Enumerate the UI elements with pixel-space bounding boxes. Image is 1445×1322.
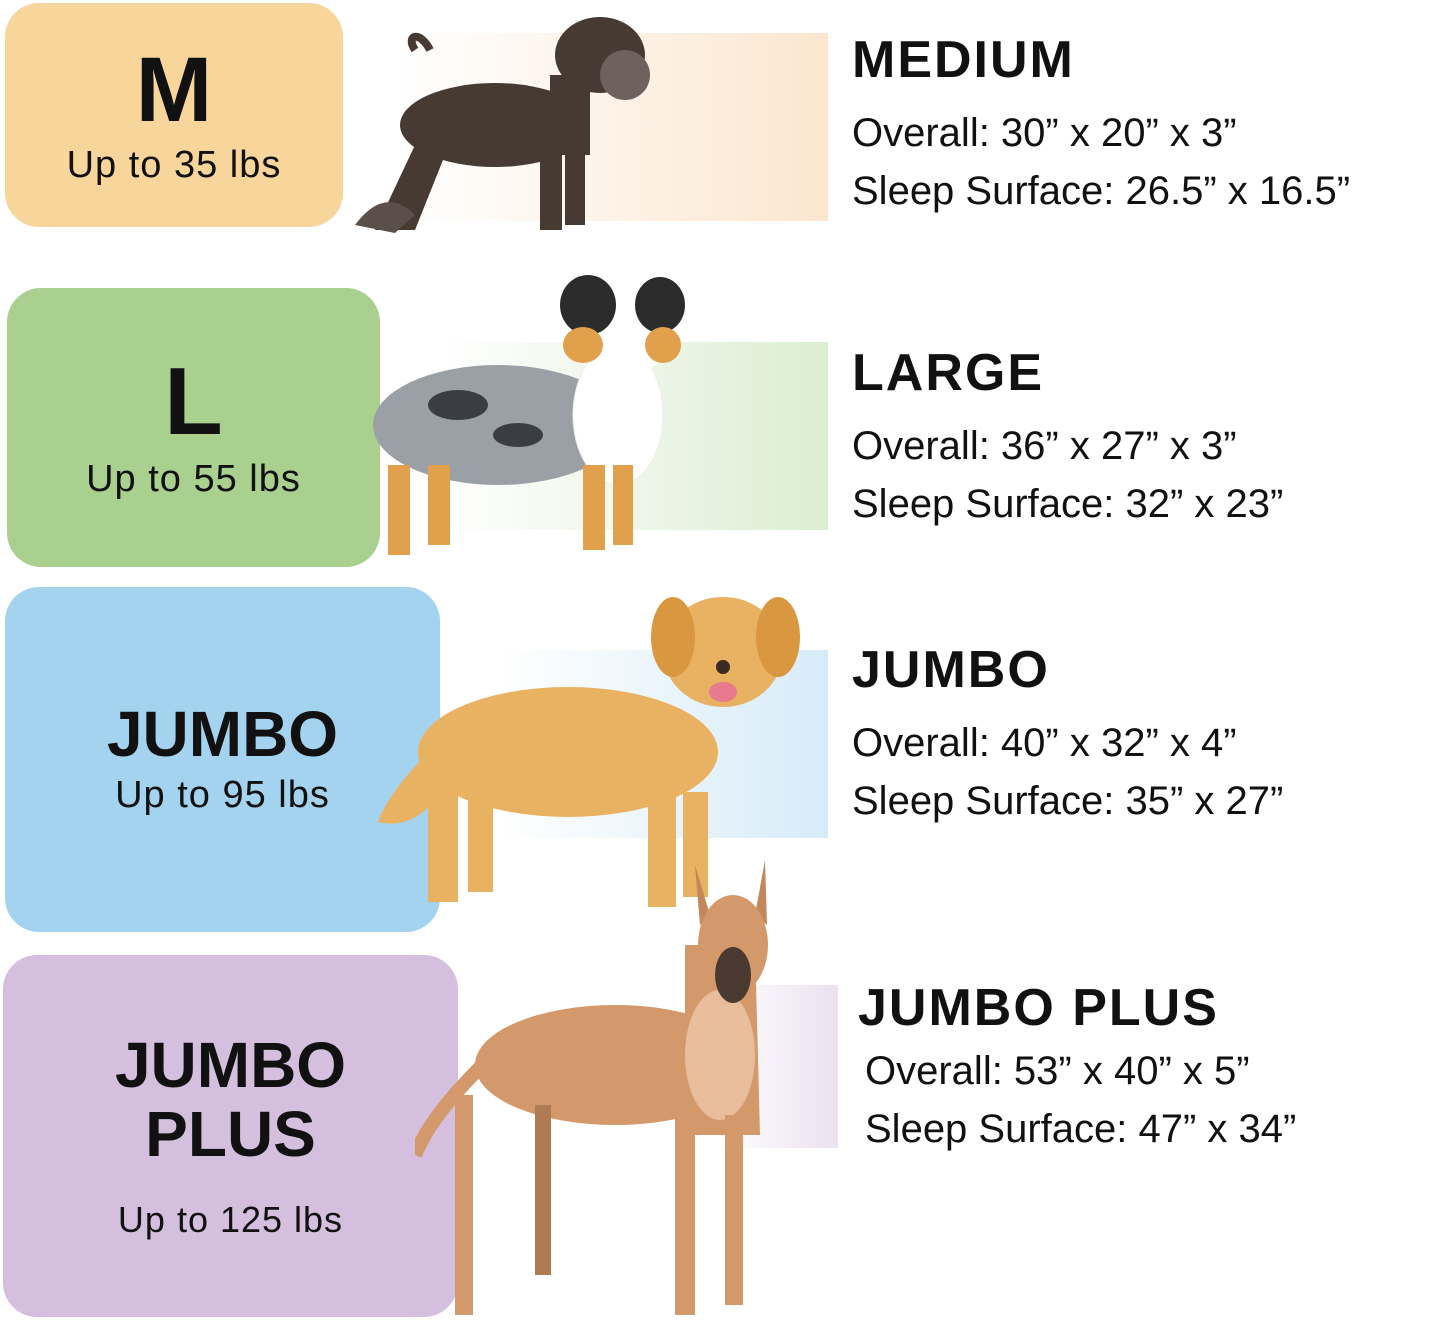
size-name: JUMBO (852, 641, 1050, 699)
overall-dimensions: Overall: 36” x 27” x 3” (852, 424, 1237, 468)
sleep-surface-dimensions: Sleep Surface: 26.5” x 16.5” (852, 169, 1351, 213)
size-badge-jumbo: JUMBO Up to 95 lbs (5, 587, 440, 932)
overall-dimensions: Overall: 53” x 40” x 5” (865, 1049, 1250, 1093)
overall-dimensions: Overall: 40” x 32” x 4” (852, 721, 1237, 765)
australian-shepherd-illustration (373, 275, 685, 555)
weight-limit: Up to 55 lbs (86, 458, 301, 500)
size-info-jumbo-plus: JUMBO PLUS Overall: 53” x 40” x 5” Sleep… (858, 978, 1296, 1158)
schnauzer-illustration (355, 17, 650, 233)
size-info-large: LARGE Overall: 36” x 27” x 3” Sleep Surf… (852, 343, 1283, 533)
golden-retriever-illustration (378, 597, 800, 907)
size-badge-medium: M Up to 35 lbs (5, 3, 343, 227)
size-info-medium: MEDIUM Overall: 30” x 20” x 3” Sleep Sur… (852, 30, 1350, 220)
size-code: L (164, 348, 223, 455)
weight-limit: Up to 125 lbs (117, 1199, 344, 1241)
size-code: JUMBO PLUS (114, 1028, 347, 1170)
sleep-surface-dimensions: Sleep Surface: 32” x 23” (852, 482, 1284, 526)
weight-limit: Up to 35 lbs (66, 143, 282, 186)
size-badge-large: L Up to 55 lbs (7, 288, 380, 567)
sleep-surface-dimensions: Sleep Surface: 47” x 34” (865, 1107, 1297, 1151)
size-badge-jumbo-plus: JUMBO PLUS Up to 125 lbs (3, 955, 458, 1317)
size-code: JUMBO (106, 698, 339, 770)
size-name: LARGE (852, 344, 1044, 402)
size-name: JUMBO PLUS (858, 979, 1219, 1037)
size-info-jumbo: JUMBO Overall: 40” x 32” x 4” Sleep Surf… (852, 640, 1283, 830)
overall-dimensions: Overall: 30” x 20” x 3” (852, 111, 1237, 155)
sleep-surface-dimensions: Sleep Surface: 35” x 27” (852, 779, 1284, 823)
great-dane-illustration (415, 860, 768, 1315)
weight-limit: Up to 95 lbs (115, 774, 330, 816)
size-name: MEDIUM (852, 31, 1075, 89)
size-code: M (135, 38, 213, 141)
